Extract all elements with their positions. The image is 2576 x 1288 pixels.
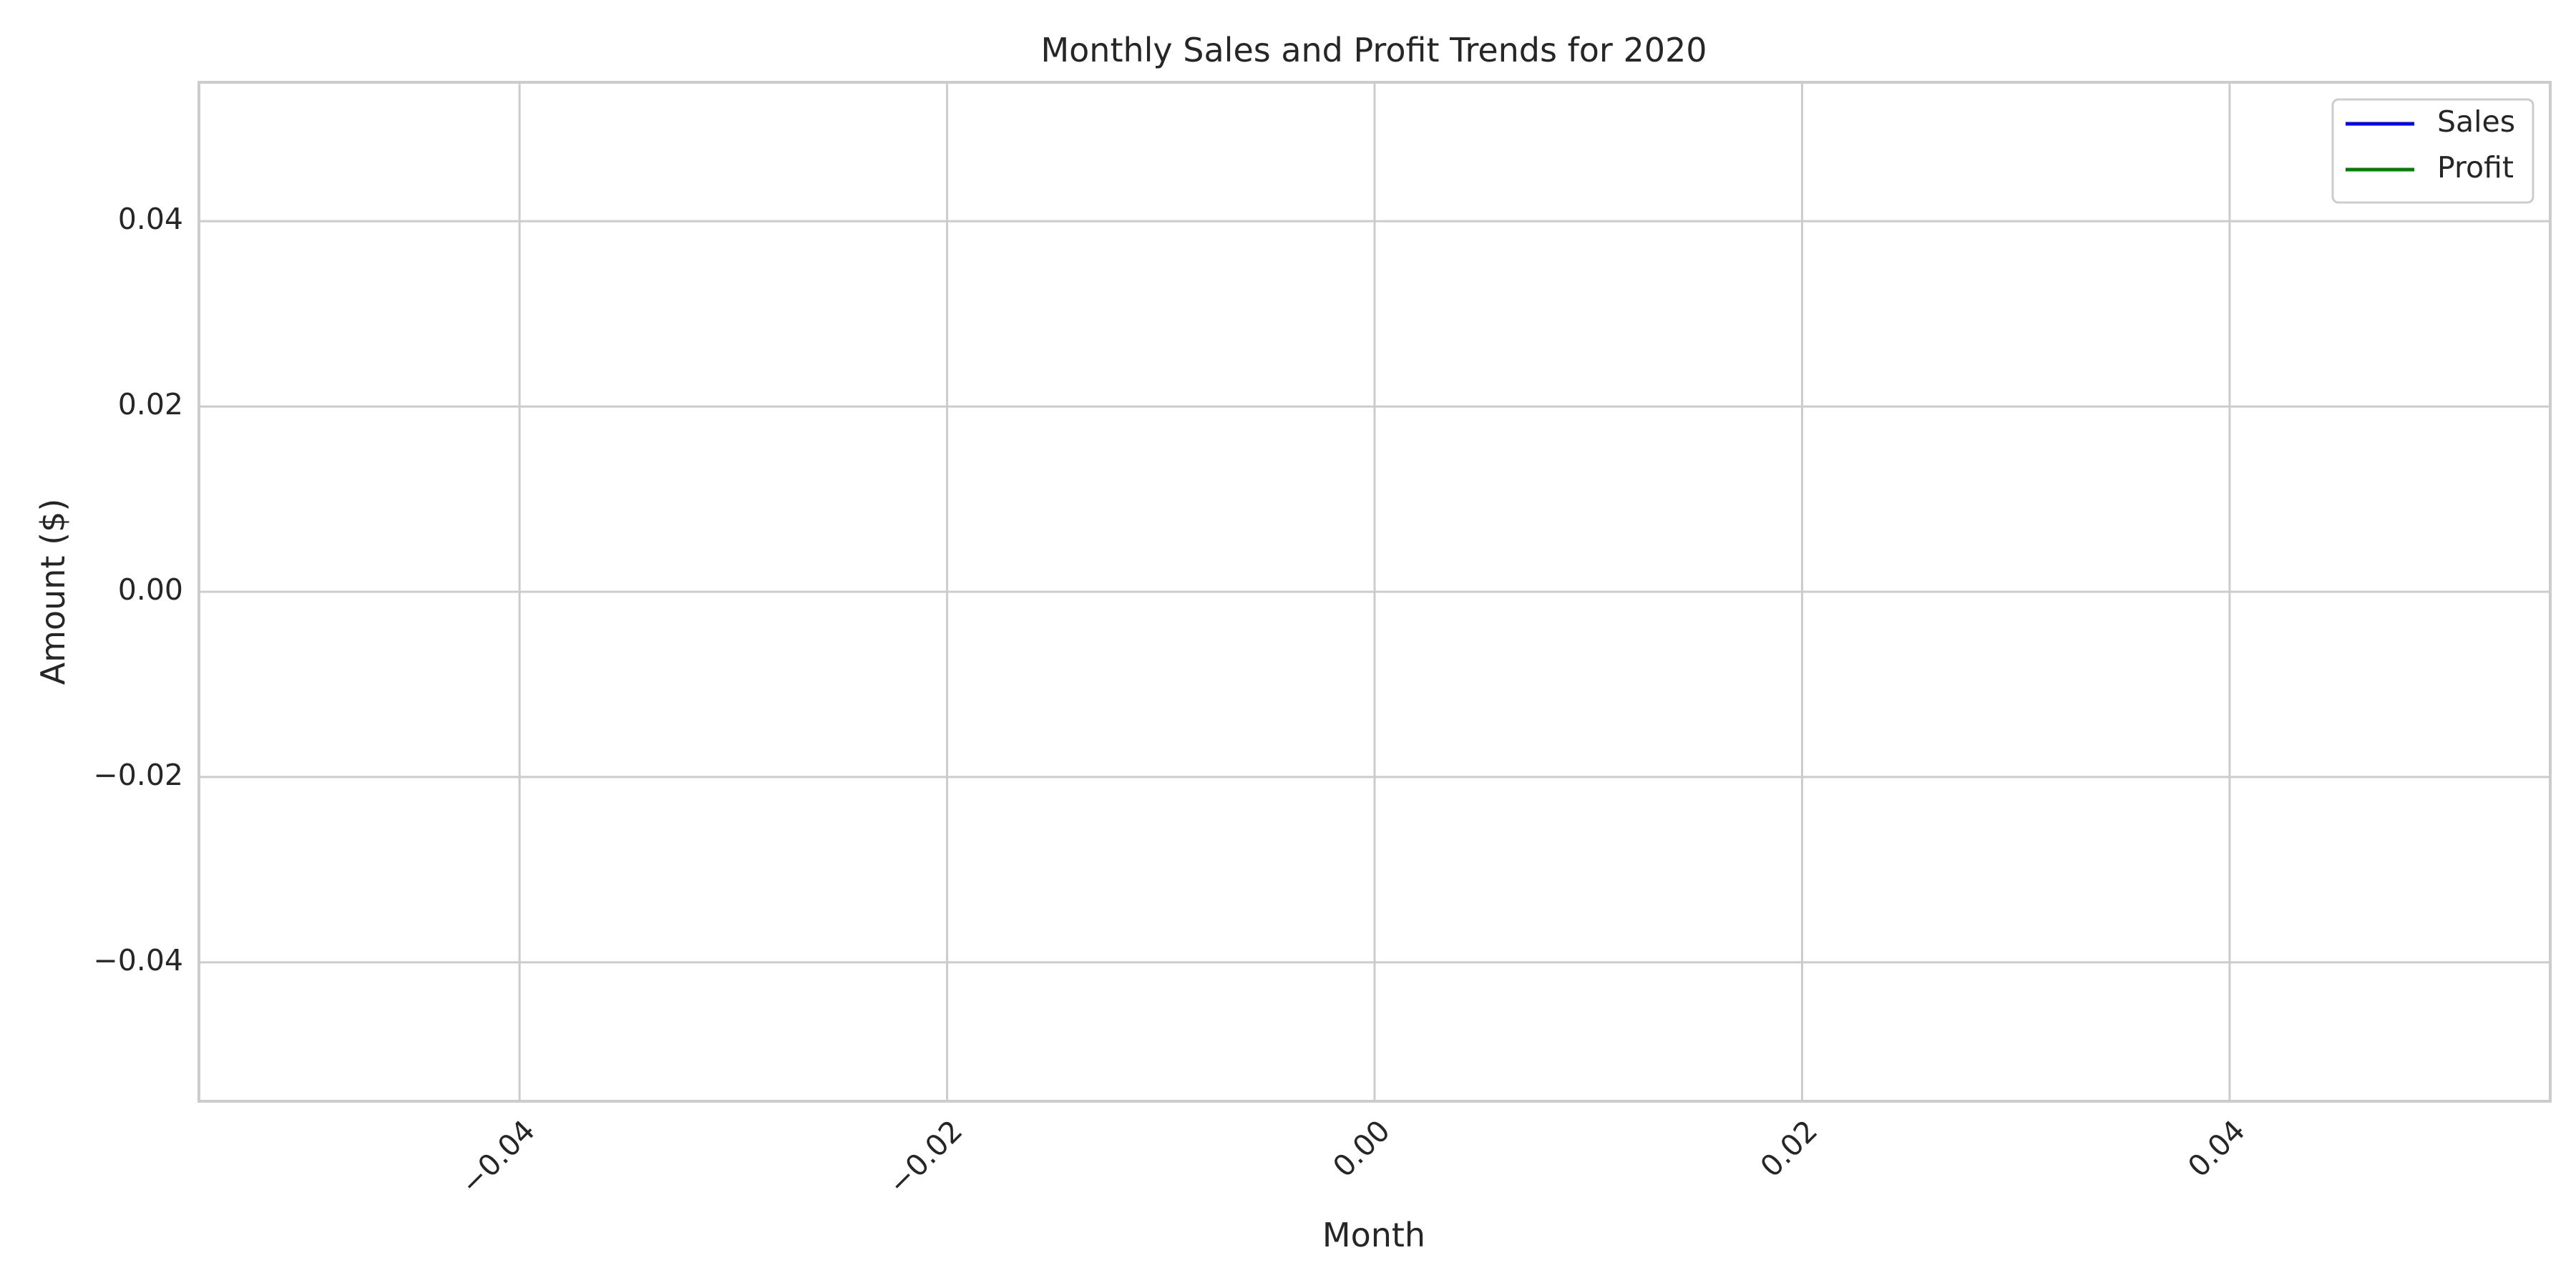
y-tick-label: 0.04 — [118, 202, 183, 236]
y-tick-label: 0.00 — [118, 572, 183, 607]
grid-layer — [199, 82, 2550, 1101]
x-tick-labels: −0.04 −0.02 0.00 0.02 0.04 — [454, 1113, 2252, 1201]
x-tick-label: 0.04 — [2181, 1113, 2251, 1184]
legend-label: Profit — [2437, 150, 2514, 185]
chart-title: Monthly Sales and Profit Trends for 2020 — [1040, 31, 1707, 69]
legend: Sales Profit — [2331, 98, 2534, 204]
y-tick-labels: −0.04 −0.02 0.00 0.02 0.04 — [93, 202, 183, 977]
x-tick-label: 0.00 — [1326, 1113, 1396, 1184]
legend-label: Sales — [2437, 104, 2515, 139]
x-tick-label: 0.02 — [1754, 1113, 1824, 1184]
y-axis-label: Amount ($) — [34, 499, 72, 686]
legend-items: Sales Profit — [2346, 104, 2515, 185]
y-tick-label: 0.02 — [118, 387, 183, 421]
x-tick-label: −0.02 — [882, 1113, 970, 1201]
y-tick-label: −0.04 — [93, 943, 183, 977]
y-tick-label: −0.02 — [93, 758, 183, 792]
x-axis-label: Month — [1322, 1216, 1425, 1254]
plot-frame — [197, 81, 2552, 1103]
x-tick-label: −0.04 — [454, 1113, 542, 1201]
